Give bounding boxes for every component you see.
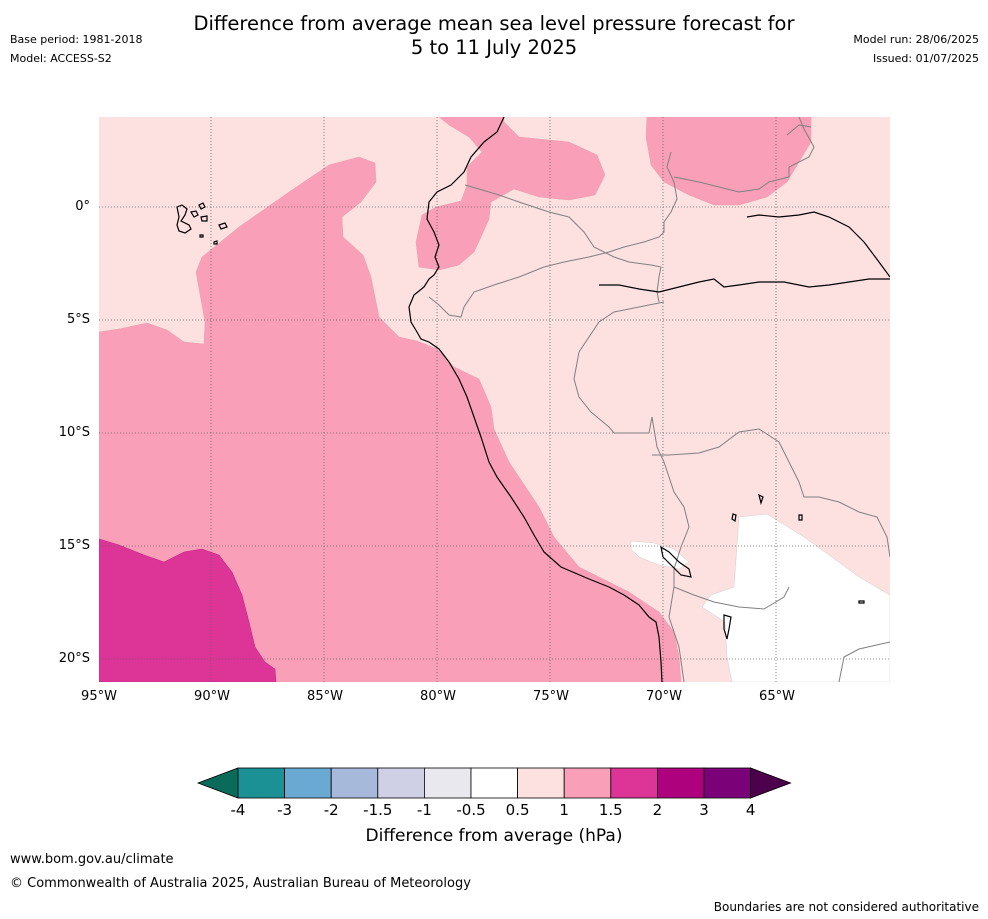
lat-label-15s: 15°S [58, 538, 90, 553]
anomaly-region-1-5-to-2 [99, 538, 277, 682]
colorbar-tick-label: 1 [559, 801, 569, 819]
lat-label-5s: 5°S [66, 312, 90, 327]
anomaly-region-equator [415, 117, 606, 271]
colorbar-tick-label: 0.5 [505, 801, 530, 819]
website-link[interactable]: www.bom.gov.au/climate [10, 852, 174, 867]
graticule [99, 117, 890, 682]
colorbar-tick-label: -4 [230, 801, 246, 819]
colorbar-tick-label: 2 [652, 801, 663, 819]
lon-label-80w: 80°W [420, 689, 456, 704]
model-run-text: Model run: 28/06/2025 [853, 33, 979, 46]
colorbar-tick-label: -3 [277, 801, 293, 819]
colorbar-segment [563, 767, 612, 799]
colorbar-tick-label: -1 [416, 801, 432, 819]
anomaly-region-neutral-altiplano [701, 513, 890, 682]
map-title: Difference from average mean sea level p… [0, 12, 988, 60]
colorbar-tick-label: -1.5 [363, 801, 393, 819]
lon-label-85w: 85°W [307, 689, 343, 704]
lon-label-90w: 90°W [194, 689, 230, 704]
colorbar-label: Difference from average (hPa) [365, 826, 623, 846]
colorbar-tick-label: 1.5 [598, 801, 623, 819]
colorbar-segment [656, 767, 705, 799]
colorbar-tick-label: 3 [699, 801, 709, 819]
pressure-anomaly-map [99, 117, 890, 682]
colorbar-tick-label: -2 [323, 801, 339, 819]
coastline [176, 117, 890, 682]
lat-label-10s: 10°S [58, 425, 90, 440]
colorbar-segment [703, 767, 751, 799]
colorbar-extend-high [750, 767, 792, 799]
colorbar-segment [377, 767, 425, 799]
lon-label-70w: 70°W [646, 689, 682, 704]
colorbar-extend-low [196, 767, 239, 799]
title-line-1: Difference from average mean sea level p… [193, 12, 795, 35]
issued-text: Issued: 01/07/2025 [872, 52, 979, 65]
disclaimer-text: Boundaries are not considered authoritat… [713, 900, 979, 914]
title-line-2: 5 to 11 July 2025 [410, 36, 578, 59]
colorbar-tick-label: 4 [745, 801, 756, 819]
colorbar-segment [517, 767, 565, 799]
lat-label-0: 0° [75, 199, 90, 214]
colorbar-tick-label: -0.5 [456, 801, 486, 819]
anomaly-region-neutral-titicaca [630, 540, 690, 570]
anomaly-region-1-to-1-5 [99, 156, 682, 682]
colorbar-segment [237, 767, 285, 799]
colorbar-segment [470, 767, 518, 799]
model-text: Model: ACCESS-S2 [10, 52, 112, 65]
copyright-text: © Commonwealth of Australia 2025, Austra… [10, 876, 471, 891]
lon-label-65w: 65°W [759, 689, 795, 704]
country-borders [428, 117, 890, 682]
colorbar-segment [284, 767, 332, 799]
colorbar-segment [330, 767, 379, 799]
lat-label-20s: 20°S [58, 651, 90, 666]
lon-label-95w: 95°W [81, 689, 117, 704]
colorbar-segment [423, 767, 472, 799]
base-period-text: Base period: 1981-2018 [10, 33, 143, 46]
colorbar-segment [610, 767, 658, 799]
lon-label-75w: 75°W [533, 689, 569, 704]
colorbar [196, 767, 792, 799]
